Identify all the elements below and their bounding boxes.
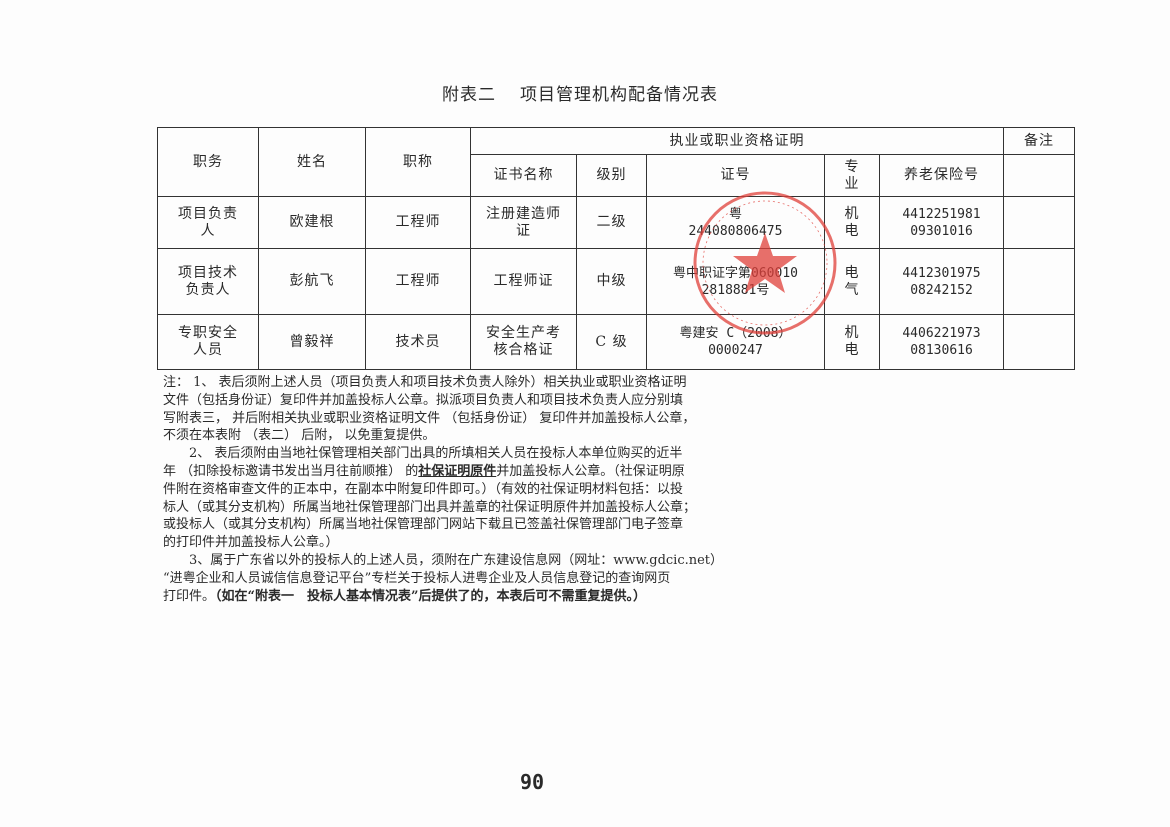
cell-pension: 440622197308130616 <box>879 314 1004 370</box>
cell-name: 彭航飞 <box>258 248 366 315</box>
title-text: 项目管理机构配备情况表 <box>520 85 718 105</box>
header-cert-name: 证书名称 <box>470 154 577 197</box>
header-remark: 备注 <box>1003 127 1075 155</box>
cell-cert-no: 粤建安 C（2008）0000247 <box>646 314 825 370</box>
header-name: 姓名 <box>258 127 366 197</box>
notes-section: 注： 1、 表后须附上述人员（项目负责人和项目技术负责人除外）相关执业或职业资格… <box>163 374 1023 605</box>
cell-level: 二级 <box>576 196 647 249</box>
cell-pension: 441225198109301016 <box>879 196 1004 249</box>
cell-title: 工程师 <box>365 196 471 249</box>
title-prefix: 附表二 <box>442 85 496 105</box>
note-line: 件附在资格审查文件的正本中，在副本中附复印件即可。）（有效的社保证明材料包括：以… <box>163 481 684 497</box>
note-line: 打印件。（如在“附表一 投标人基本情况表”后提供了的，本表后可不需重复提供。） <box>163 588 1023 606</box>
header-remark-blank <box>1003 154 1075 197</box>
cell-title: 工程师 <box>365 248 471 315</box>
header-specialty: 专业 <box>824 154 880 197</box>
note-text: 打印件。 <box>163 588 216 604</box>
content-block: 职务 姓名 职称 执业或职业资格证明 备注 证书名称 级别 证号 专业 养老保险… <box>157 127 1077 605</box>
header-level: 级别 <box>576 154 647 197</box>
cell-level: C 级 <box>576 314 647 370</box>
note-line: “进粤企业和人员诚信信息登记平台”专栏关于投标人进粤企业及人员信息登记的查询网页 <box>163 570 671 586</box>
cell-cert-name: 工程师证 <box>470 248 577 315</box>
cell-cert-name: 安全生产考核合格证 <box>470 314 577 370</box>
note-line: 2、 表后须附由当地社保管理相关部门出具的所填相关人员在投标人本单位购买的近半 <box>163 446 683 462</box>
cell-title: 技术员 <box>365 314 471 370</box>
note-line: 或投标人（或其分支机构）所属当地社保管理部门网站下载且已签盖社保管理部门电子签章 <box>163 517 684 533</box>
note-line: 文件（包括身份证）复印件并加盖投标人公章。拟派项目负责人和项目技术负责人应分别填 <box>163 392 684 408</box>
cell-level: 中级 <box>576 248 647 315</box>
note-line: 的打印件并加盖投标人公章。） <box>163 535 339 551</box>
cell-specialty: 机电 <box>824 196 880 249</box>
table-row: 项目技术负责人 彭航飞 工程师 工程师证 中级 粤中职证字第0600102818… <box>157 248 1075 315</box>
cell-cert-no: 粤中职证字第0600102818881号 <box>646 248 825 315</box>
cell-specialty: 电气 <box>824 248 880 315</box>
header-title: 职称 <box>365 127 471 197</box>
note-line: 不须在本表附 （表二） 后附， 以免重复提供。 <box>163 428 436 444</box>
cell-remark <box>1003 314 1075 370</box>
cell-remark <box>1003 196 1075 249</box>
cell-position: 专职安全人员 <box>157 314 259 370</box>
staff-table: 职务 姓名 职称 执业或职业资格证明 备注 证书名称 级别 证号 专业 养老保险… <box>157 127 1075 370</box>
cell-position: 项目技术负责人 <box>157 248 259 315</box>
cell-cert-no: 粤 244080806475 <box>646 196 825 249</box>
note-line: 写附表三， 并后附相关执业或职业资格证明文件 （包括身份证） 复印件并加盖投标人… <box>163 410 696 426</box>
cell-name: 欧建根 <box>258 196 366 249</box>
header-pension: 养老保险号 <box>879 154 1004 197</box>
table-row: 项目负责人 欧建根 工程师 注册建造师证 二级 粤 244080806475 机… <box>157 196 1075 249</box>
note-line: 标人（或其分支机构）所属当地社保管理部门出具并盖章的社保证明原件并加盖投标人公章… <box>163 499 697 515</box>
cell-name: 曾毅祥 <box>258 314 366 370</box>
note-line: 注： 1、 表后须附上述人员（项目负责人和项目技术负责人除外）相关执业或职业资格… <box>163 375 687 390</box>
note-line: 年 （扣除投标邀请书发出当月往前顺推） 的社保证明原件并加盖投标人公章。（社保证… <box>163 463 1023 481</box>
table-row: 专职安全人员 曾毅祥 技术员 安全生产考核合格证 C 级 粤建安 C（2008）… <box>157 314 1075 370</box>
header-position: 职务 <box>157 127 259 197</box>
cell-specialty: 机电 <box>824 314 880 370</box>
cell-position: 项目负责人 <box>157 196 259 249</box>
cell-pension: 441230197508242152 <box>879 248 1004 315</box>
cell-cert-name: 注册建造师证 <box>470 196 577 249</box>
cell-remark <box>1003 248 1075 315</box>
page-title: 附表二 项目管理机构配备情况表 <box>0 80 1160 105</box>
note-text: 年 （扣除投标邀请书发出当月往前顺推） 的 <box>163 463 419 479</box>
header-qualification: 执业或职业资格证明 <box>470 127 1004 155</box>
note-text: 并加盖投标人公章。（社保证明原 <box>496 463 685 479</box>
note-line: 3、属于广东省以外的投标人的上述人员，须附在广东建设信息网（网址：www.gdc… <box>163 552 724 568</box>
note-bold: （如在“附表一 投标人基本情况表”后提供了的，本表后可不需重复提供。） <box>215 588 646 604</box>
header-cert-no: 证号 <box>646 154 825 197</box>
note-emphasis: 社保证明原件 <box>418 463 497 479</box>
page-number: 90 <box>520 770 545 794</box>
